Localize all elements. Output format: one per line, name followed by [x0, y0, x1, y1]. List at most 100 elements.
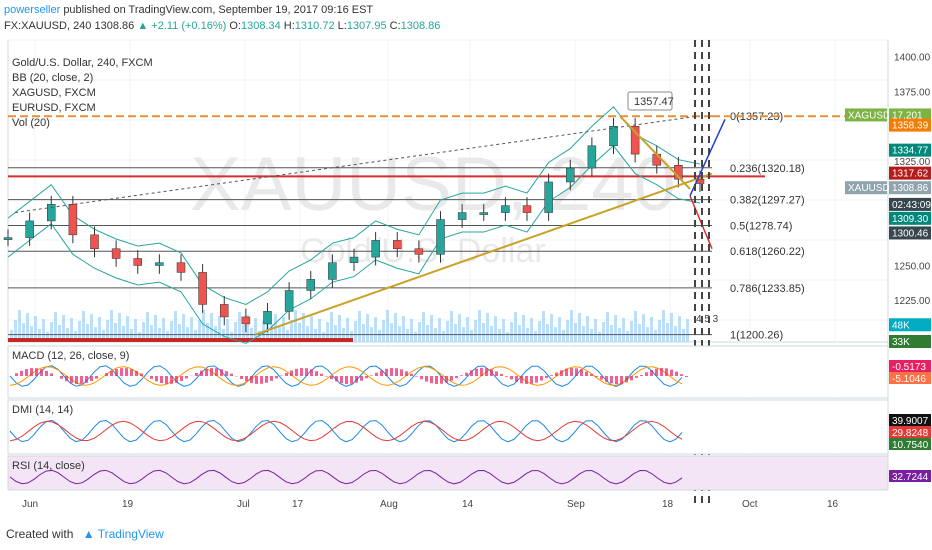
volume-bar — [486, 313, 489, 342]
volume-bar — [38, 329, 41, 342]
volume-bar — [50, 322, 53, 342]
tradingview-logo-icon[interactable]: ▲ TradingView — [82, 527, 164, 541]
volume-bar — [194, 330, 197, 342]
price-tag-bg — [889, 143, 931, 157]
macd-histogram-bar — [15, 373, 18, 376]
volume-bar — [546, 324, 549, 342]
macd-histogram-bar — [140, 373, 143, 376]
macd-histogram-bar — [470, 370, 473, 376]
macd-histogram-bar — [305, 368, 308, 376]
price-callout — [627, 91, 673, 111]
volume-bar — [162, 318, 165, 342]
volume-bar — [118, 313, 121, 342]
author-link[interactable]: powerseller — [4, 4, 61, 16]
volume-bar — [34, 316, 37, 342]
macd-histogram-bar — [150, 376, 153, 379]
fib-retracement: 0(1357.23) 0.236(1320.18) 0.382(1297.27) 0.… — [8, 111, 885, 342]
volume-bar — [454, 324, 457, 342]
volume-bar — [314, 329, 317, 342]
macd-histogram-bar — [60, 376, 63, 379]
volume-bar — [246, 315, 249, 342]
price-tag-text: 02:43:09 — [892, 200, 931, 211]
volume-bar — [150, 325, 153, 342]
volume-bar — [154, 315, 157, 342]
last-price: 1308.86 — [94, 20, 135, 32]
indicator-panes: MACD (12, 26, close, 9) -0.5173-5.1046 DMI… — [7, 345, 931, 491]
macd-pane — [7, 345, 889, 399]
macd-histogram-bar — [270, 376, 273, 381]
support-trendline — [254, 172, 713, 336]
volume-bar — [306, 326, 309, 342]
volume-bar — [350, 331, 353, 342]
volume-bar — [138, 332, 141, 342]
price-tag-text: 1300.46 — [892, 228, 929, 239]
legend-item: XAGUSD, FXCM — [12, 87, 96, 99]
dmi-line-1 — [9, 419, 683, 443]
macd-histogram-bar — [210, 368, 213, 376]
candle-body — [198, 272, 207, 305]
rsi-tag-text: 32.7244 — [892, 472, 929, 483]
volume-bar — [54, 312, 57, 342]
volume-bar — [386, 310, 389, 342]
volume-bar — [286, 330, 289, 342]
volume-bar — [178, 324, 181, 342]
volume-bar — [382, 320, 385, 342]
macd-histogram-bar — [660, 368, 663, 376]
volume-bar — [598, 332, 601, 342]
macd-histogram-bar — [110, 370, 113, 376]
candle-body — [25, 220, 34, 238]
macd-histogram-bar — [350, 376, 353, 384]
volume-bar — [166, 331, 169, 342]
volume-bar — [298, 323, 301, 342]
macd-histogram-bar — [130, 369, 133, 376]
price-tick: 1400.00 — [894, 53, 931, 64]
time-tick: 19 — [122, 499, 134, 510]
macd-histogram-bar — [365, 376, 368, 379]
macd-histogram-bar — [180, 376, 183, 381]
legend-item: Gold/U.S. Dollar, 240, FXCM — [12, 57, 153, 69]
volume-bar — [190, 317, 193, 342]
volume-bar — [98, 317, 101, 342]
volume-bar — [82, 311, 85, 342]
macd-histogram-bar — [155, 376, 158, 382]
volume-bar — [622, 318, 625, 342]
volume-bar — [414, 332, 417, 342]
price-tag-bg — [889, 181, 931, 195]
volume-bar — [478, 310, 481, 342]
volume-bar — [494, 316, 497, 342]
macd-histogram-bar — [420, 376, 423, 380]
volume-bar — [230, 332, 233, 342]
volume-bar — [482, 323, 485, 342]
dmi-tag-text: 29.8248 — [892, 428, 929, 439]
macd-histogram-bar — [35, 368, 38, 376]
volume-bar — [238, 312, 241, 342]
volume-bar — [362, 324, 365, 342]
candle-body — [306, 279, 315, 291]
volume-bar — [374, 317, 377, 342]
volume-bar — [78, 321, 81, 342]
macd-histogram-bar — [40, 369, 43, 376]
time-tick: Jul — [237, 499, 250, 510]
volume-bar — [650, 317, 653, 342]
macd-histogram-bar — [630, 376, 633, 381]
volume-bar — [258, 331, 261, 342]
volume-bar — [490, 326, 493, 342]
time-tick: 16 — [827, 499, 839, 510]
macd-histogram-bar — [375, 372, 378, 376]
bb-lower — [7, 145, 701, 344]
volume-bar — [670, 313, 673, 342]
volume-bar — [302, 313, 305, 342]
macd-histogram-bar — [200, 370, 203, 376]
macd-histogram-bar — [610, 376, 613, 384]
volume-bar — [398, 326, 401, 342]
macd-histogram-bar — [20, 370, 23, 376]
macd-histogram-bar — [275, 376, 278, 379]
macd-histogram-bar — [685, 376, 688, 378]
volume-bar — [590, 329, 593, 342]
indicator-legend: Gold/U.S. Dollar, 240, FXCM BB (20, close… — [12, 57, 153, 129]
trading-chart[interactable]: XAUUSD, 240 Gold/U.S. Dollar 0(1357.23)0… — [0, 0, 932, 525]
created-with-label: Created with — [6, 527, 74, 541]
macd-histogram-bar — [220, 369, 223, 376]
macd-tag-text: -5.1046 — [892, 374, 926, 385]
